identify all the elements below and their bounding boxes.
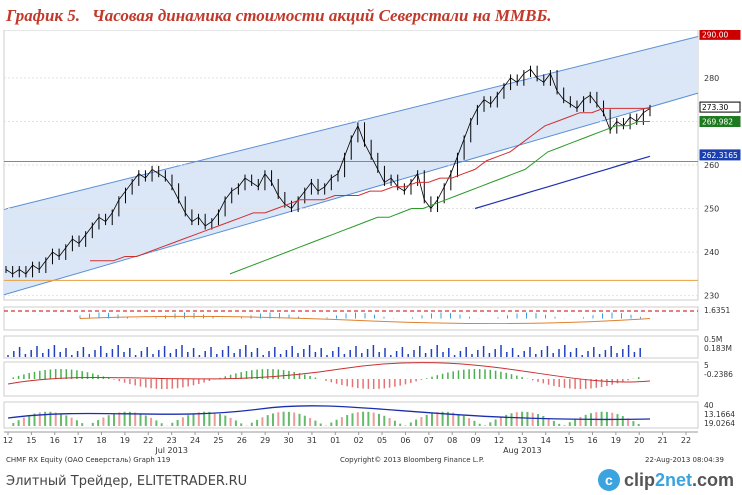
x-tick-label: 14 <box>541 436 551 445</box>
x-month-label: Aug 2013 <box>503 446 542 455</box>
price-tag-label: 262.3165 <box>702 151 738 160</box>
chart-footer: CHMF RX Equity (ОАО Северсталь) Graph 11… <box>0 456 742 464</box>
x-tick-label: 25 <box>213 436 223 445</box>
x-tick-label: 15 <box>564 436 574 445</box>
x-tick-label: 16 <box>587 436 597 445</box>
x-tick-label: 22 <box>143 436 153 445</box>
price-tag-label: 269.982 <box>702 118 733 127</box>
footer-timestamp: 22-Aug-2013 08:04:39 <box>645 456 724 464</box>
price-tag-box <box>699 116 741 128</box>
x-tick-label: 01 <box>330 436 340 445</box>
clip2net-logo-text: clip2net.com <box>623 469 734 490</box>
volume-panel-label: 0.183M <box>704 344 732 353</box>
trend-channel-lower <box>3 92 699 296</box>
trend-channel-fill <box>4 36 698 295</box>
price-tag-label: 290.00 <box>702 30 728 39</box>
oscillator-panel-frame <box>3 306 699 331</box>
osc-line <box>79 315 651 325</box>
oscillator-panel-label: 1.6351 <box>704 306 730 315</box>
chart-title: График 5. Часовая динамика стоимости акци… <box>6 6 736 28</box>
x-tick-label: 16 <box>50 436 60 445</box>
y-tick-label: 230 <box>704 292 719 301</box>
footer-copyright: Copyright© 2013 Bloomberg Finance L.P. <box>340 456 485 464</box>
y-tick-label: 240 <box>704 248 719 257</box>
bottom-bar: Элитный Трейдер, ELITETRADER.RU c clip2n… <box>0 466 742 495</box>
moving-average-green <box>229 121 650 275</box>
chart-title-number: График 5. <box>6 6 81 25</box>
x-tick-label: 02 <box>354 436 364 445</box>
volume-panel-label: 0.5M <box>704 335 722 344</box>
y-tick-label: 260 <box>704 161 719 170</box>
x-tick-label: 24 <box>190 436 200 445</box>
rsi-panel-label: 19.0264 <box>704 419 735 428</box>
x-tick-label: 06 <box>400 436 410 445</box>
price-tag-label: 273.30 <box>702 103 728 112</box>
rsi-panel-label: 13.1664 <box>704 410 735 419</box>
moving-average-red <box>90 107 650 262</box>
x-tick-label: 09 <box>470 436 480 445</box>
footer-security: CHMF RX Equity (ОАО Северсталь) Graph 11… <box>6 456 171 464</box>
x-tick-label: 29 <box>260 436 270 445</box>
x-tick-label: 07 <box>424 436 434 445</box>
chart-area: 230240250260270280290.00273.30269.982262… <box>3 30 741 455</box>
macd-panel-label: 5 <box>704 361 709 370</box>
x-tick-label: 19 <box>120 436 130 445</box>
clip2net-logo[interactable]: c clip2net.com <box>597 469 734 491</box>
x-tick-label: 21 <box>658 436 668 445</box>
price-tag-box <box>699 149 741 161</box>
x-tick-label: 12 <box>3 436 13 445</box>
x-tick-label: 12 <box>494 436 504 445</box>
x-tick-label: 19 <box>611 436 621 445</box>
price-tag-box <box>699 101 741 113</box>
macd-line <box>7 362 651 385</box>
chart-title-text: Часовая динамика стоимости акций Северст… <box>92 6 552 25</box>
x-tick-label: 22 <box>681 436 691 445</box>
rsi-panel-label: 40 <box>704 401 714 410</box>
x-tick-label: 17 <box>73 436 83 445</box>
y-tick-label: 280 <box>704 74 719 83</box>
price-tag-box <box>699 30 741 40</box>
x-tick-label: 13 <box>517 436 527 445</box>
rsi-line <box>7 405 651 421</box>
site-caption: Элитный Трейдер, ELITETRADER.RU <box>6 474 248 489</box>
x-tick-label: 20 <box>634 436 644 445</box>
y-tick-label: 250 <box>704 205 719 214</box>
x-month-label: Jul 2013 <box>154 446 188 455</box>
x-tick-label: 31 <box>307 436 317 445</box>
x-tick-label: 23 <box>167 436 177 445</box>
x-tick-label: 18 <box>96 436 106 445</box>
macd-panel-label: -0.2386 <box>704 370 733 379</box>
x-tick-label: 30 <box>283 436 293 445</box>
x-tick-label: 08 <box>447 436 457 445</box>
moving-average-blue <box>474 155 651 210</box>
price-line <box>5 68 651 275</box>
x-tick-label: 15 <box>26 436 36 445</box>
clip2net-logo-icon: c <box>597 469 620 491</box>
trend-channel-upper <box>3 36 699 210</box>
x-tick-label: 26 <box>237 436 247 445</box>
x-tick-label: 05 <box>377 436 387 445</box>
